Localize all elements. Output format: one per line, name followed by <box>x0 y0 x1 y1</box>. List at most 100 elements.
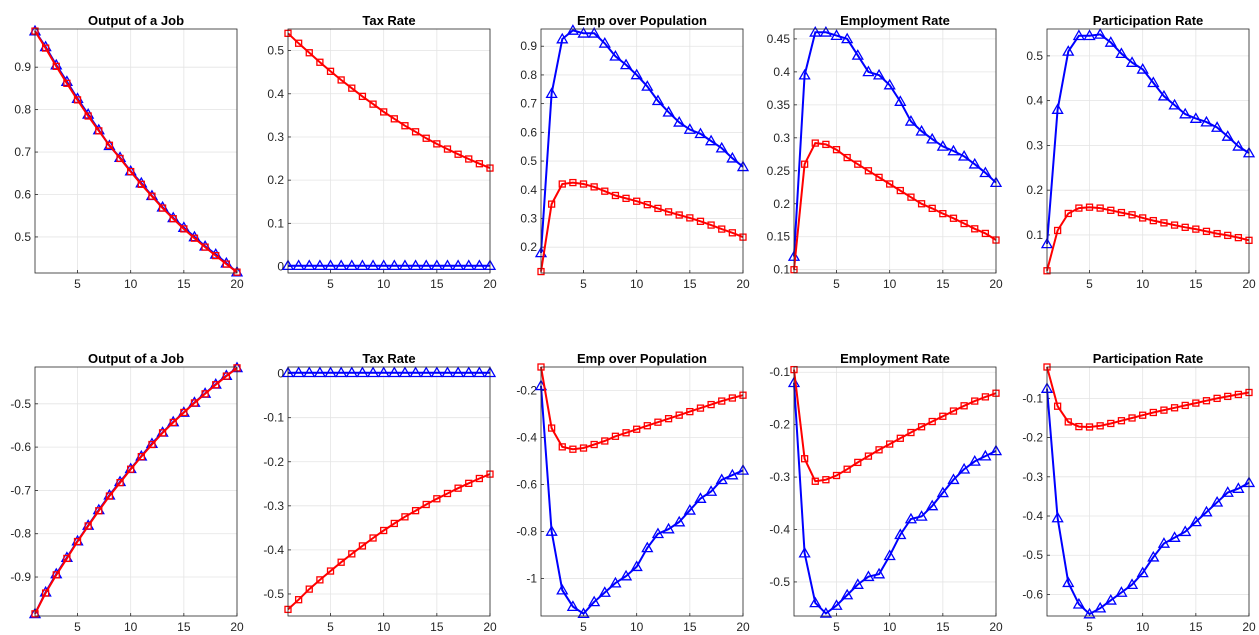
data-point-triangle <box>936 486 949 498</box>
y-tick-label: -0.3 <box>263 499 284 513</box>
data-point-triangle <box>926 499 939 511</box>
data-point-triangle <box>356 259 369 271</box>
data-point-triangle <box>303 366 316 378</box>
data-point-square <box>137 180 145 188</box>
data-point-square <box>401 513 409 521</box>
data-point-triangle <box>662 522 675 534</box>
data-point-triangle <box>619 569 633 581</box>
y-tick-label: 0.1 <box>773 263 790 277</box>
x-tick-label: 20 <box>483 277 497 291</box>
data-point-triangle <box>1062 45 1075 56</box>
data-point-triangle <box>409 366 422 378</box>
data-point-square <box>686 407 694 416</box>
x-tick-label: 10 <box>883 620 897 634</box>
data-point-square <box>1096 422 1104 430</box>
y-tick-label: 0.25 <box>767 164 791 178</box>
data-point-square <box>960 219 968 228</box>
data-point-square <box>63 554 71 563</box>
data-point-triangle <box>1157 537 1171 548</box>
data-point-square <box>222 372 231 380</box>
y-tick-label: -0.3 <box>769 470 790 484</box>
x-tick-label: 20 <box>483 620 497 634</box>
y-tick-label: -0.4 <box>263 543 284 557</box>
data-point-triangle <box>1051 511 1064 523</box>
data-point-square <box>939 209 947 218</box>
y-tick-label: -0.5 <box>10 397 31 411</box>
data-point-square <box>433 140 441 148</box>
data-point-triangle <box>335 259 348 271</box>
data-point-triangle <box>630 560 643 572</box>
x-tick-label: 20 <box>989 277 1003 291</box>
data-point-triangle <box>630 68 643 80</box>
data-point-square <box>401 122 409 130</box>
plot-area <box>35 367 237 616</box>
data-point-triangle <box>473 259 486 271</box>
data-point-square <box>875 446 883 454</box>
data-point-square <box>369 534 377 542</box>
x-tick-label: 10 <box>1136 620 1150 634</box>
data-point-square <box>611 191 620 200</box>
x-tick-label: 10 <box>630 277 644 291</box>
data-point-square <box>1160 406 1168 414</box>
y-tick-label: -0.8 <box>516 524 537 538</box>
data-point-square <box>95 507 103 515</box>
data-point-square <box>190 234 199 242</box>
data-point-square <box>622 194 630 203</box>
data-point-square <box>443 489 452 498</box>
y-tick-label: -0.5 <box>1022 548 1043 562</box>
data-point-triangle <box>609 49 622 61</box>
data-point-square <box>1128 211 1136 219</box>
data-point-square <box>465 479 473 487</box>
data-point-square <box>337 76 345 84</box>
data-point-triangle <box>726 468 739 480</box>
data-point-square <box>1107 419 1115 428</box>
data-point-square <box>348 550 356 558</box>
data-point-square <box>800 455 809 463</box>
data-point-triangle <box>1168 531 1181 542</box>
data-point-triangle <box>292 366 305 378</box>
data-point-square <box>569 445 577 453</box>
data-point-triangle <box>409 259 422 271</box>
data-point-square <box>326 567 335 575</box>
x-tick-label: 10 <box>630 620 644 634</box>
data-point-triangle <box>462 259 475 271</box>
y-tick-label: 0.4 <box>773 65 790 79</box>
data-point-square <box>116 154 124 163</box>
data-point-square <box>1224 392 1232 401</box>
subplot-8: 5 10 15 20 -0.2 -0.4 -0.6 -0.8 -1 Emp over Popula… <box>516 351 750 634</box>
data-point-square <box>475 474 484 483</box>
axes-box <box>287 366 491 617</box>
x-tick-label: 20 <box>230 620 244 634</box>
series-line <box>793 142 997 270</box>
data-point-square <box>337 558 345 566</box>
data-point-square <box>664 208 673 216</box>
x-tick-label: 10 <box>124 277 138 291</box>
x-tick-label: 15 <box>177 620 191 634</box>
data-point-triangle <box>851 49 864 60</box>
data-point-triangle <box>609 576 622 588</box>
data-point-triangle <box>598 586 611 597</box>
data-point-triangle <box>398 259 412 271</box>
data-point-square <box>686 214 694 222</box>
data-point-triangle <box>598 37 611 48</box>
data-point-square <box>611 432 620 440</box>
data-point-square <box>1064 418 1072 426</box>
data-point-square <box>601 437 609 445</box>
y-tick-label: 0.1 <box>267 216 284 230</box>
data-point-square <box>454 150 462 158</box>
data-point-square <box>886 440 894 448</box>
data-point-square <box>854 458 862 467</box>
data-point-triangle <box>545 87 558 98</box>
data-point-triangle <box>588 26 601 38</box>
series-red <box>31 364 241 618</box>
subplot-3: 5 10 15 20 0.2 0.3 0.4 0.5 0.6 0.7 0.8 0.9 Emp over … <box>520 13 750 291</box>
data-point-triangle <box>1094 28 1107 39</box>
x-tick-label: 5 <box>833 277 840 291</box>
data-point-triangle <box>1221 130 1234 141</box>
data-point-triangle <box>683 503 696 515</box>
data-point-square <box>73 537 82 546</box>
data-point-square <box>1192 225 1200 233</box>
data-point-triangle <box>345 259 358 271</box>
series-line <box>1046 388 1250 616</box>
data-point-triangle <box>1125 56 1139 67</box>
